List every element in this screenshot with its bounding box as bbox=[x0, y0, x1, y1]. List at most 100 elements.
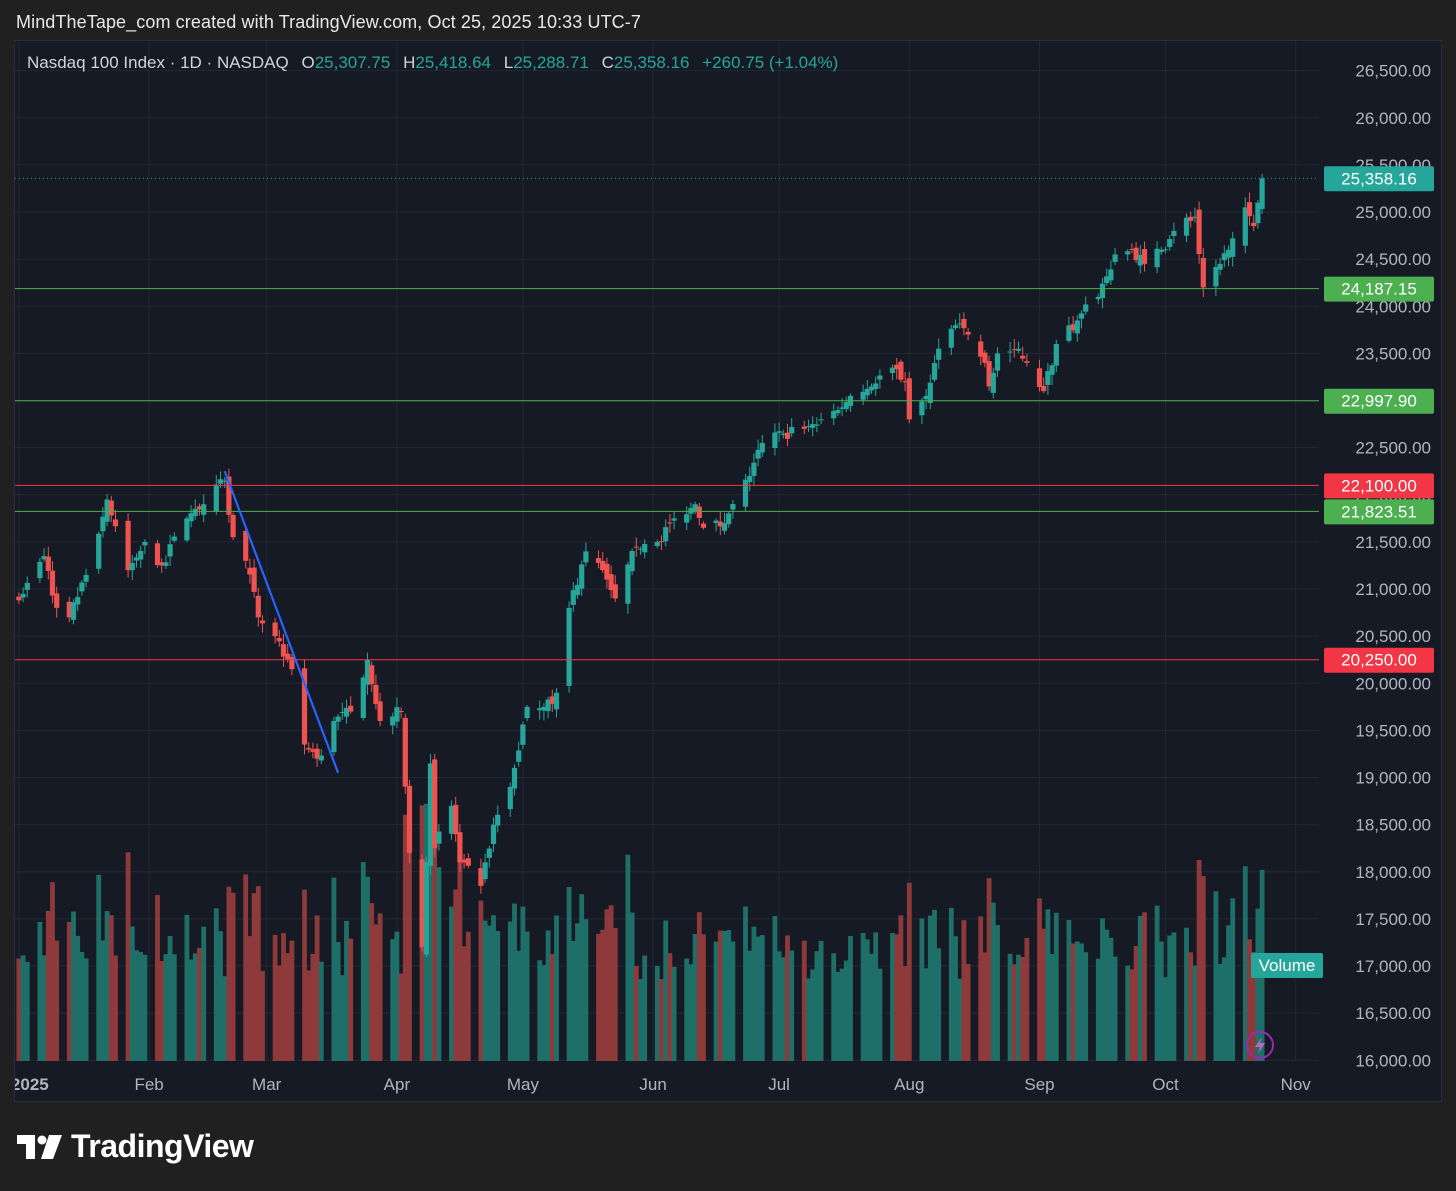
candle-body bbox=[919, 401, 925, 416]
volume-bar bbox=[1226, 925, 1231, 1061]
volume-bar bbox=[1095, 958, 1101, 1061]
candle-body bbox=[784, 432, 791, 439]
candle-body bbox=[1251, 222, 1257, 227]
lightning-icon[interactable] bbox=[1246, 1031, 1274, 1059]
volume-bar bbox=[201, 926, 207, 1061]
volume-bar bbox=[407, 799, 412, 1061]
x-tick-label: Jul bbox=[768, 1075, 790, 1094]
candle-body bbox=[1171, 230, 1177, 237]
candle-body bbox=[1141, 249, 1148, 264]
candle-body bbox=[902, 381, 908, 383]
volume-bar bbox=[482, 920, 488, 1061]
candle-body bbox=[1242, 207, 1248, 246]
volume-bar bbox=[432, 796, 438, 1061]
candle-body bbox=[373, 684, 379, 704]
volume-bar bbox=[1133, 945, 1139, 1061]
candle-body bbox=[835, 409, 841, 414]
candle-body bbox=[37, 561, 43, 579]
volume-bar bbox=[314, 915, 320, 1061]
candle-body bbox=[1200, 257, 1206, 288]
candle-body bbox=[1036, 368, 1043, 388]
volume-bar bbox=[222, 976, 228, 1061]
x-tick-label: Oct bbox=[1152, 1075, 1179, 1094]
candle-body bbox=[663, 527, 669, 542]
candle-body bbox=[112, 519, 119, 527]
volume-bar bbox=[1171, 932, 1177, 1061]
volume-bar bbox=[1154, 905, 1160, 1061]
candle-body bbox=[873, 383, 879, 389]
volume-bar bbox=[306, 970, 312, 1061]
volume-bar bbox=[1041, 928, 1047, 1061]
x-tick-label: Feb bbox=[134, 1075, 163, 1094]
volume-bar bbox=[1184, 927, 1189, 1061]
volume-bar bbox=[965, 963, 971, 1061]
volume-bar bbox=[604, 909, 610, 1061]
candle-body bbox=[306, 747, 312, 750]
volume-bar bbox=[134, 950, 139, 1061]
candle-body bbox=[843, 402, 849, 410]
candle-body bbox=[957, 323, 963, 325]
volume-bar bbox=[159, 960, 165, 1061]
candle-body bbox=[192, 508, 198, 516]
level-tag-resistance: 22,100.00 bbox=[1324, 473, 1434, 499]
volume-bar bbox=[373, 924, 379, 1061]
price-chart[interactable]: 26,500.0026,000.0025,500.0025,000.0024,5… bbox=[15, 41, 1442, 1102]
candle-body bbox=[654, 541, 660, 547]
volume-bar bbox=[377, 913, 383, 1061]
candle-body bbox=[772, 432, 778, 449]
volume-bar bbox=[1049, 953, 1055, 1061]
candle-body bbox=[978, 341, 984, 357]
volume-bar bbox=[995, 925, 1000, 1061]
candle-body bbox=[217, 479, 224, 484]
x-tick-label: Nov bbox=[1281, 1075, 1312, 1094]
level-tag-support: 22,997.90 bbox=[1324, 388, 1434, 414]
x-tick-label: Sep bbox=[1024, 1075, 1054, 1094]
candle-body bbox=[398, 710, 404, 712]
candle-body bbox=[667, 522, 673, 524]
volume-bar bbox=[696, 912, 702, 1061]
candle-body bbox=[671, 518, 677, 521]
candle-body bbox=[894, 364, 900, 370]
candle-body bbox=[952, 325, 959, 329]
candle-body bbox=[108, 500, 114, 516]
candle-body bbox=[171, 536, 177, 541]
candle-body bbox=[1095, 296, 1101, 300]
candle-body bbox=[759, 442, 765, 453]
y-tick-label: 18,500.00 bbox=[1355, 816, 1431, 835]
candle-body bbox=[129, 562, 135, 571]
volume-bar bbox=[1037, 898, 1042, 1061]
volume-bar bbox=[255, 886, 261, 1061]
volume-bar bbox=[1200, 876, 1206, 1061]
volume-bar bbox=[1104, 929, 1110, 1061]
candle-body bbox=[684, 514, 690, 523]
tradingview-logo[interactable]: TradingView bbox=[17, 1128, 254, 1165]
volume-bar bbox=[486, 925, 492, 1061]
change-value: +260.75 (+1.04%) bbox=[702, 53, 839, 72]
volume-bar bbox=[541, 965, 547, 1061]
candle-body bbox=[1074, 320, 1080, 334]
candle-body bbox=[314, 748, 320, 759]
candle-body bbox=[243, 530, 249, 561]
level-tag-support-label: 22,997.90 bbox=[1341, 392, 1417, 411]
candle-body bbox=[1133, 247, 1139, 261]
chart-area[interactable]: 26,500.00 26,000.00 25,500.00 25,000.00 24,5… bbox=[14, 40, 1442, 1102]
volume-bar bbox=[747, 950, 753, 1061]
volume-bar bbox=[335, 942, 341, 1061]
volume-bar bbox=[402, 814, 408, 1061]
volume-bar bbox=[213, 908, 219, 1061]
close-key: C bbox=[601, 53, 614, 72]
candle-body bbox=[507, 786, 513, 810]
y-tick-label: 19,000.00 bbox=[1355, 769, 1431, 788]
x-tick-label: 2025 bbox=[15, 1075, 49, 1094]
volume-legend: Volume bbox=[1251, 953, 1323, 978]
volume-bar bbox=[549, 953, 555, 1061]
candle-body bbox=[259, 620, 266, 624]
candle-body bbox=[45, 556, 51, 571]
volume-bar bbox=[1024, 938, 1030, 1061]
volume-bar bbox=[390, 939, 396, 1061]
candle-body bbox=[713, 520, 719, 524]
volume-bar bbox=[919, 918, 925, 1061]
volume-bar bbox=[726, 930, 732, 1061]
level-tag-resistance-label: 20,250.00 bbox=[1341, 651, 1417, 670]
volume-bar bbox=[953, 936, 958, 1061]
